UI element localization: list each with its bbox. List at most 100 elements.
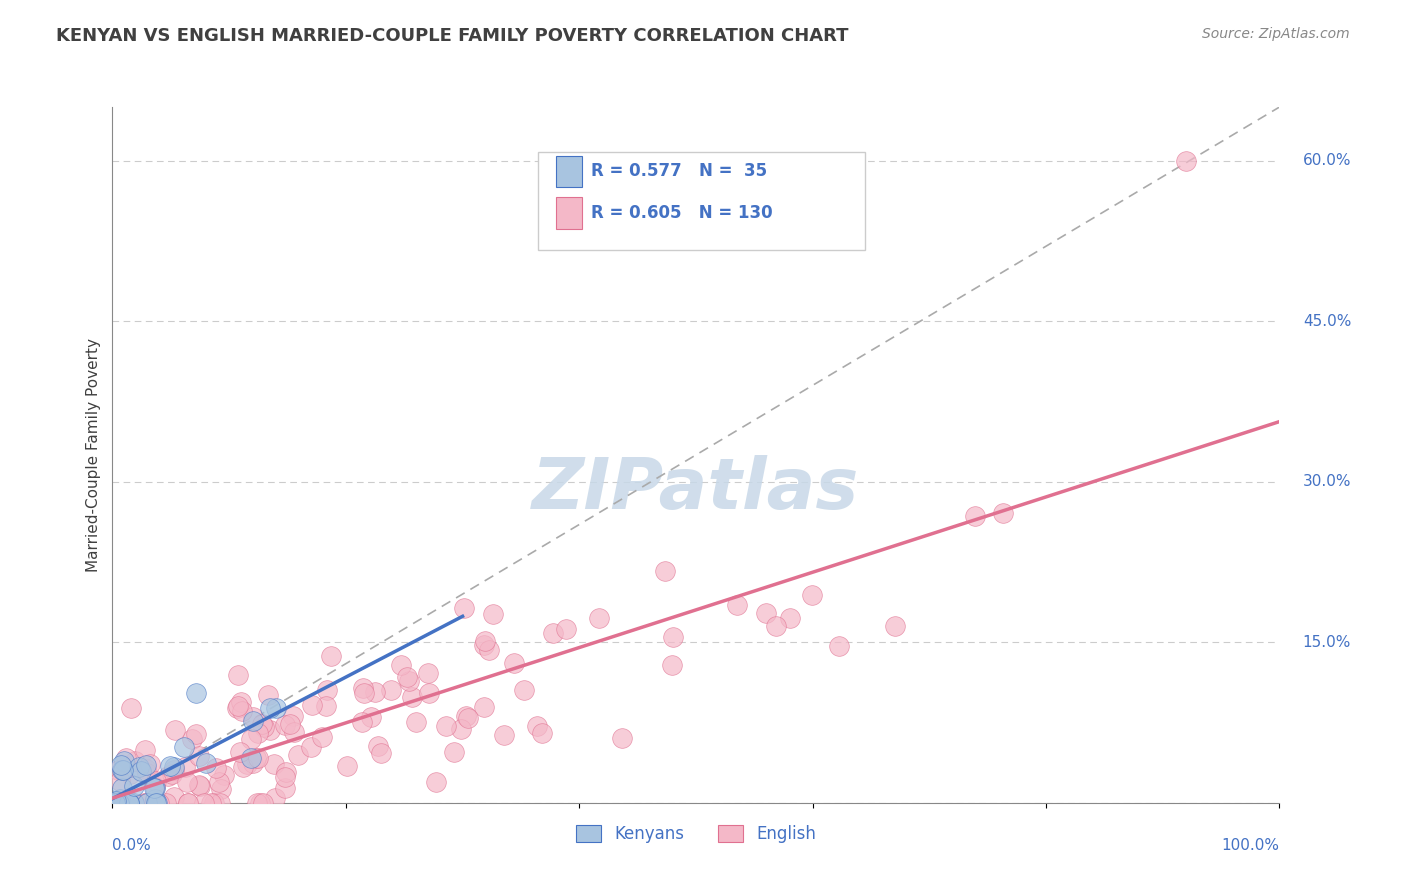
Point xyxy=(145,796,167,810)
Point xyxy=(367,739,389,754)
Point xyxy=(177,796,200,810)
Point xyxy=(176,775,198,789)
Point xyxy=(145,774,167,789)
Point xyxy=(472,638,495,652)
Point xyxy=(259,701,281,715)
Point xyxy=(226,698,249,713)
Legend: Kenyans, English: Kenyans, English xyxy=(569,819,823,850)
FancyBboxPatch shape xyxy=(555,156,582,187)
Point xyxy=(242,710,264,724)
Point xyxy=(134,796,156,810)
Point xyxy=(353,686,375,700)
Point xyxy=(159,759,181,773)
Point xyxy=(135,757,157,772)
Point xyxy=(187,778,209,792)
Point xyxy=(124,754,146,768)
Point xyxy=(281,709,304,723)
Point xyxy=(250,717,273,731)
Point xyxy=(249,796,271,810)
Point xyxy=(654,565,676,579)
Point xyxy=(202,796,225,810)
Point xyxy=(765,619,787,633)
Point xyxy=(454,708,477,723)
Point xyxy=(155,796,177,810)
Text: 60.0%: 60.0% xyxy=(1303,153,1351,168)
Text: 0.0%: 0.0% xyxy=(112,838,152,853)
Point xyxy=(214,768,236,782)
Point xyxy=(174,760,197,774)
Point xyxy=(352,714,374,729)
Point xyxy=(111,763,134,777)
Point xyxy=(110,792,132,806)
Point xyxy=(226,668,249,682)
Point xyxy=(242,714,264,728)
Point xyxy=(246,751,269,765)
Y-axis label: Married-Couple Family Poverty: Married-Couple Family Poverty xyxy=(86,338,101,572)
Point xyxy=(828,639,851,653)
Point xyxy=(162,790,184,805)
Point xyxy=(225,701,247,715)
Point xyxy=(173,740,195,755)
Point xyxy=(274,770,297,784)
Point xyxy=(118,796,141,810)
Point xyxy=(190,779,212,793)
Point xyxy=(1175,153,1198,168)
Point xyxy=(503,656,526,670)
Point xyxy=(111,796,134,810)
FancyBboxPatch shape xyxy=(538,153,865,250)
Point xyxy=(526,719,548,733)
Point xyxy=(110,796,132,810)
Point xyxy=(232,760,254,774)
Point xyxy=(240,750,263,764)
Point xyxy=(405,714,427,729)
Point xyxy=(103,796,125,810)
Point xyxy=(117,796,139,810)
Text: 15.0%: 15.0% xyxy=(1303,635,1351,649)
Point xyxy=(991,506,1014,520)
Point xyxy=(104,796,127,810)
Point xyxy=(315,699,337,714)
Point xyxy=(180,732,202,747)
Point xyxy=(135,796,157,810)
Point xyxy=(253,720,276,734)
Point xyxy=(209,782,232,797)
Text: 30.0%: 30.0% xyxy=(1303,475,1351,489)
Point xyxy=(662,630,685,644)
Text: R = 0.605   N = 130: R = 0.605 N = 130 xyxy=(591,203,772,222)
Point xyxy=(755,606,778,620)
Point xyxy=(111,781,134,796)
Point xyxy=(246,726,269,740)
Point xyxy=(229,695,252,709)
Point xyxy=(236,757,259,772)
Point xyxy=(380,683,402,698)
Point xyxy=(457,710,479,724)
Point xyxy=(143,780,166,795)
Point xyxy=(588,611,610,625)
Point xyxy=(418,686,440,700)
Point xyxy=(187,749,209,764)
Point xyxy=(162,763,184,777)
Point xyxy=(107,763,129,777)
Point xyxy=(259,723,281,738)
Text: KENYAN VS ENGLISH MARRIED-COUPLE FAMILY POVERTY CORRELATION CHART: KENYAN VS ENGLISH MARRIED-COUPLE FAMILY … xyxy=(56,27,849,45)
Point xyxy=(319,649,342,664)
FancyBboxPatch shape xyxy=(555,197,582,228)
Point xyxy=(263,756,285,771)
Point xyxy=(138,757,160,772)
Point xyxy=(193,796,215,810)
Point xyxy=(112,755,135,769)
Point xyxy=(163,723,186,737)
Point xyxy=(315,683,337,698)
Point xyxy=(184,685,207,699)
Point xyxy=(118,767,141,781)
Point xyxy=(145,796,167,810)
Point xyxy=(443,745,465,759)
Point xyxy=(108,796,131,810)
Point xyxy=(184,727,207,741)
Point xyxy=(228,745,250,759)
Point xyxy=(370,746,392,760)
Point xyxy=(101,796,124,810)
Text: R = 0.577   N =  35: R = 0.577 N = 35 xyxy=(591,162,768,180)
Point xyxy=(128,760,150,774)
Point xyxy=(661,658,683,673)
